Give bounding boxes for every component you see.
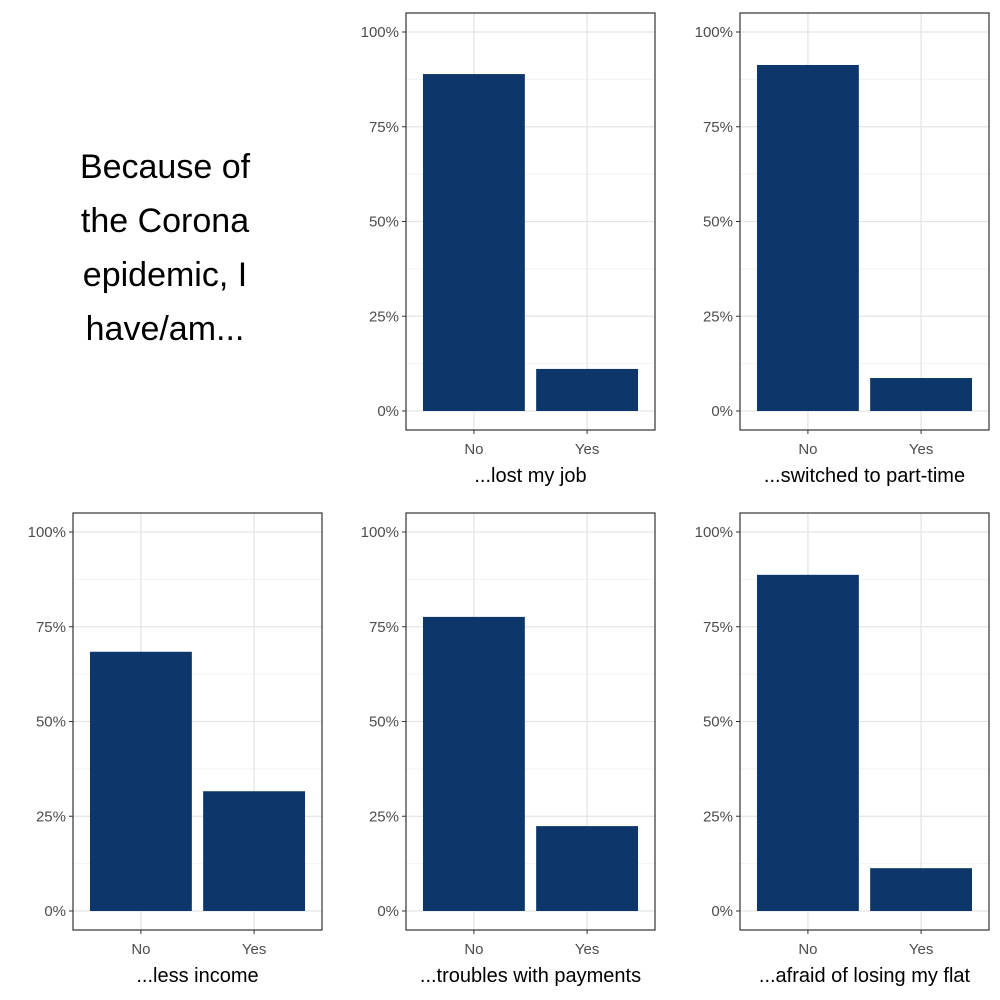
y-tick-label: 75% xyxy=(369,119,399,136)
x-axis-title: ...troubles with payments xyxy=(420,965,641,987)
y-tick-label: 50% xyxy=(369,214,399,231)
bar-no xyxy=(422,74,525,411)
figure-title: Because of the Corona epidemic, I have/a… xyxy=(40,140,290,356)
chart-panel-5: 0% 25% 50% 75% 100% No Yes ...afraid of losing … xyxy=(695,512,990,987)
panel-border xyxy=(405,512,656,931)
figure-title-line: the Corona xyxy=(80,202,250,240)
figure-title-line: epidemic, I xyxy=(82,256,248,294)
x-tick-label: No xyxy=(131,941,150,958)
x-tick-label: No xyxy=(464,441,483,458)
y-tick-label: 0% xyxy=(377,903,399,920)
figure-title-line: Because of xyxy=(79,148,251,186)
x-tick-label: No xyxy=(798,441,817,458)
y-tick-label: 0% xyxy=(711,903,733,920)
x-axis-title: ...less income xyxy=(136,965,258,987)
y-tick-label: 100% xyxy=(361,24,399,41)
chart-panel-4: 0% 25% 50% 75% 100% No Yes ...troubles with pay… xyxy=(361,512,656,987)
bar-no xyxy=(89,651,192,911)
x-tick-label: No xyxy=(464,941,483,958)
y-tick-label: 75% xyxy=(36,619,66,636)
figure-title-line: have/am... xyxy=(85,310,245,348)
y-tick-label: 50% xyxy=(369,714,399,731)
bar-yes xyxy=(536,368,639,411)
y-tick-label: 0% xyxy=(711,403,733,420)
panel-border xyxy=(739,512,990,931)
x-tick-label: Yes xyxy=(242,941,266,958)
bar-yes xyxy=(536,826,639,911)
y-tick-label: 100% xyxy=(695,24,733,41)
bar-no xyxy=(756,64,859,412)
y-tick-label: 50% xyxy=(703,714,733,731)
x-axis-title: ...switched to part-time xyxy=(764,465,965,487)
y-tick-label: 100% xyxy=(361,524,399,541)
chart-panel-1: 0% 25% 50% 75% 100% No Yes ...lost my job xyxy=(361,12,656,487)
y-tick-label: 75% xyxy=(703,619,733,636)
y-tick-label: 50% xyxy=(703,214,733,231)
x-tick-label: Yes xyxy=(575,941,599,958)
x-tick-label: Yes xyxy=(909,441,933,458)
bar-no xyxy=(422,616,525,911)
bar-no xyxy=(756,574,859,911)
y-tick-label: 0% xyxy=(377,403,399,420)
y-tick-label: 0% xyxy=(44,903,66,920)
chart-panel-2: 0% 25% 50% 75% 100% No Yes ...switched to part-… xyxy=(695,12,990,487)
x-tick-label: No xyxy=(798,941,817,958)
y-tick-label: 50% xyxy=(36,714,66,731)
x-tick-label: Yes xyxy=(909,941,933,958)
panel-border xyxy=(72,512,323,931)
y-tick-label: 75% xyxy=(369,619,399,636)
y-tick-label: 25% xyxy=(703,308,733,325)
x-axis-title: ...lost my job xyxy=(474,465,586,487)
y-tick-label: 25% xyxy=(369,808,399,825)
y-tick-label: 25% xyxy=(369,308,399,325)
bar-yes xyxy=(870,868,973,911)
y-tick-label: 25% xyxy=(36,808,66,825)
panel-border xyxy=(739,12,990,431)
y-tick-label: 100% xyxy=(695,524,733,541)
y-tick-label: 75% xyxy=(703,119,733,136)
y-tick-label: 100% xyxy=(28,524,66,541)
panel-border xyxy=(405,12,656,431)
bar-yes xyxy=(870,378,973,411)
y-tick-label: 25% xyxy=(703,808,733,825)
bar-yes xyxy=(203,791,306,911)
chart-panel-3: 0% 25% 50% 75% 100% No Yes ...less income xyxy=(28,512,323,987)
x-tick-label: Yes xyxy=(575,441,599,458)
x-axis-title: ...afraid of losing my flat xyxy=(759,965,971,987)
